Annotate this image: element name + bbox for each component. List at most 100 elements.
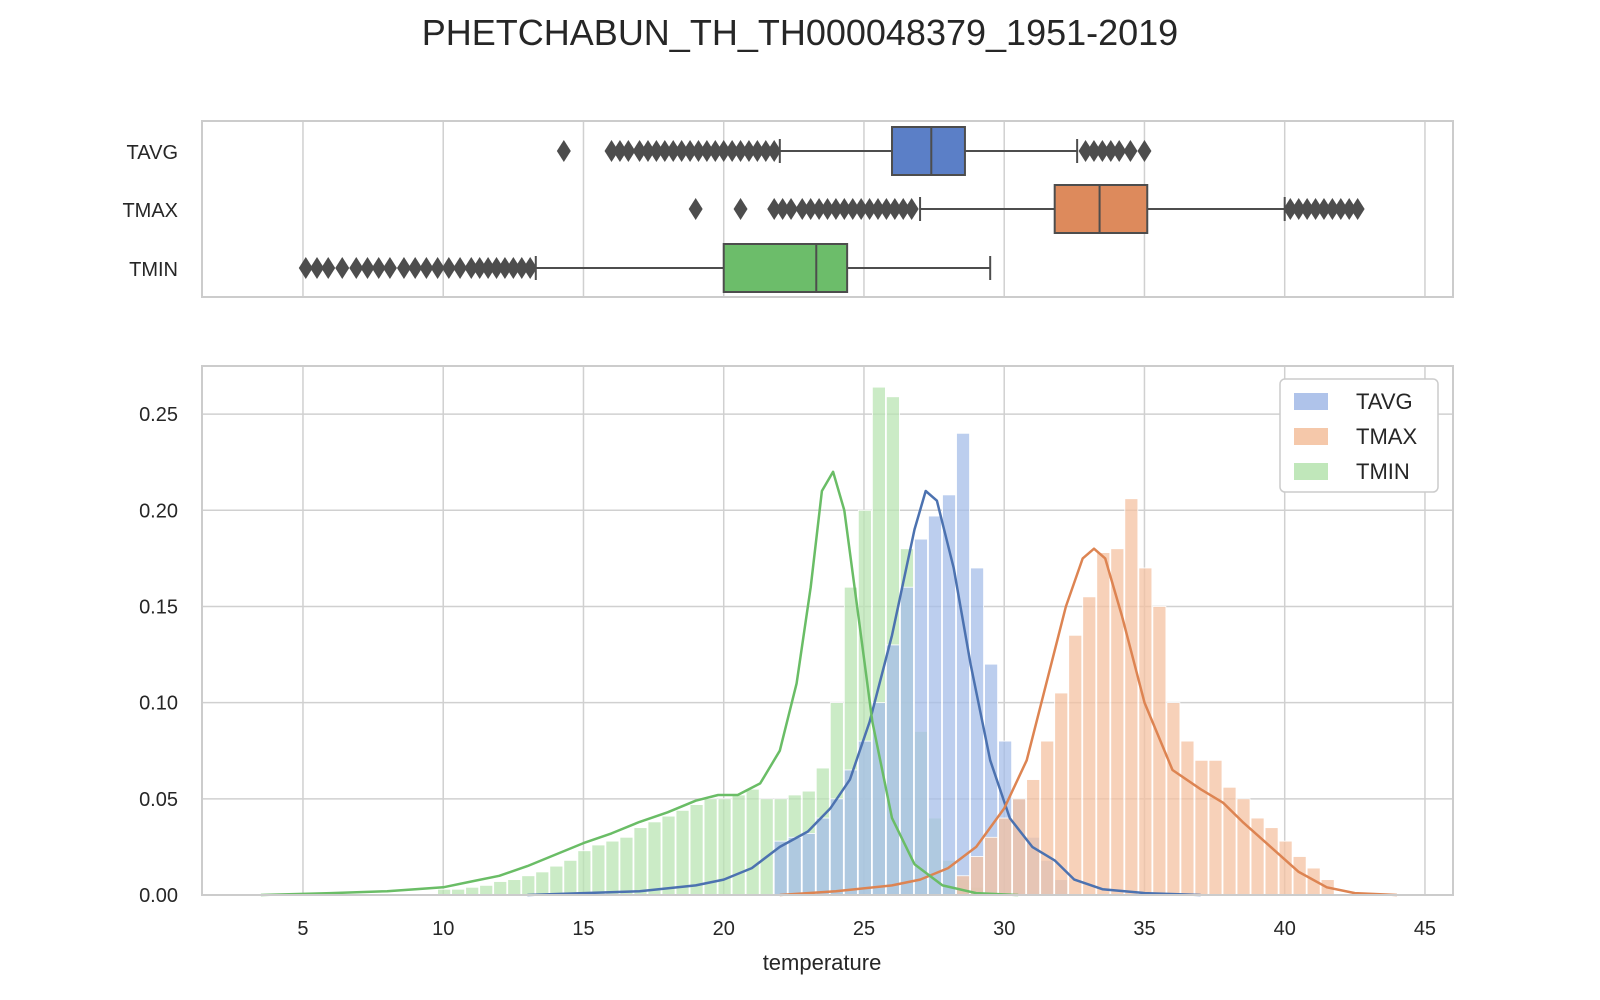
boxplot-frame	[201, 120, 1454, 298]
histogram-bar-tavg	[829, 798, 844, 896]
outlier-point	[688, 198, 703, 220]
outlier-point	[683, 140, 698, 162]
outlier-point	[335, 257, 350, 279]
outlier-point	[604, 140, 619, 162]
y-tick-label: 0.15	[139, 596, 178, 618]
outlier-point	[657, 140, 672, 162]
outlier-point	[716, 140, 731, 162]
histogram-bar-tavg	[956, 432, 970, 896]
outlier-point	[556, 140, 571, 162]
boxplot-category-label: TAVG	[127, 142, 178, 164]
outlier-point	[1291, 198, 1306, 220]
outlier-point	[360, 257, 375, 279]
histogram-bar-tmax	[1264, 827, 1279, 896]
chart-title: PHETCHABUN_TH_TH000048379_1951-2019	[421, 12, 1179, 53]
histogram-bar-tmax	[1026, 779, 1041, 896]
outlier-point	[640, 140, 655, 162]
outlier-point	[862, 198, 877, 220]
histogram-bar-tmin	[759, 798, 774, 896]
outlier-point	[1103, 140, 1118, 162]
x-tick-label: 35	[1133, 918, 1155, 940]
x-axis-label: temperature	[763, 950, 882, 975]
histogram-bar-tmax	[1012, 798, 1027, 896]
outlier-point	[887, 198, 902, 220]
y-tick-label: 0.25	[139, 404, 178, 426]
histogram-bar-tmax	[1180, 740, 1195, 896]
outlier-point	[733, 140, 748, 162]
histogram-bar-tavg	[801, 833, 816, 896]
histogram-bar-tmax	[1124, 498, 1139, 896]
outlier-point	[828, 198, 843, 220]
outlier-point	[430, 257, 445, 279]
outlier-point	[708, 140, 723, 162]
outlier-point	[396, 257, 411, 279]
boxplot-category-label: TMIN	[129, 259, 178, 281]
outlier-point	[1086, 140, 1101, 162]
outlier-point	[803, 198, 818, 220]
y-tick-label: 0.05	[139, 789, 178, 811]
outlier-point	[904, 198, 919, 220]
outlier-point	[453, 257, 468, 279]
outlier-point	[310, 257, 325, 279]
outlier-point	[784, 198, 799, 220]
outlier-point	[1123, 140, 1138, 162]
histogram-bar-tmin	[689, 804, 704, 896]
histogram-bar-tmin	[493, 881, 508, 896]
kde-line-tavg	[527, 489, 1201, 897]
outlier-point	[349, 257, 364, 279]
outlier-point	[1333, 198, 1348, 220]
y-tick-label: 0.20	[139, 500, 178, 522]
outlier-point	[795, 198, 810, 220]
histogram-frame	[201, 365, 1454, 896]
histogram-bar-tavg	[843, 769, 858, 896]
outlier-point	[1137, 140, 1152, 162]
outlier-point	[441, 257, 456, 279]
outlier-point	[767, 198, 782, 220]
histogram-bar-tmin	[465, 886, 480, 896]
histogram-bar-tmin	[577, 850, 592, 896]
x-tick-label: 25	[853, 918, 875, 940]
outlier-point	[870, 198, 885, 220]
outlier-point	[741, 140, 756, 162]
outlier-point	[1350, 198, 1365, 220]
outlier-point	[1308, 198, 1323, 220]
histogram-bar-tmin	[521, 875, 536, 896]
histogram-bar-tmax	[1278, 840, 1293, 896]
histogram-bar-tmin	[605, 840, 620, 896]
histogram-bar-tavg	[886, 644, 900, 896]
histogram-bar-tmax	[998, 817, 1013, 896]
outlier-point	[691, 140, 706, 162]
outlier-point	[845, 198, 860, 220]
outlier-point	[1095, 140, 1110, 162]
histogram-bar-tmax	[1082, 596, 1097, 896]
outlier-point	[1342, 198, 1357, 220]
x-tick-label: 45	[1414, 918, 1436, 940]
histogram-bar-tmax	[1166, 702, 1181, 896]
outlier-point	[489, 257, 504, 279]
legend-label: TMAX	[1356, 424, 1417, 449]
histogram-bar-tmin	[619, 836, 634, 896]
outlier-point	[632, 140, 647, 162]
outlier-point	[725, 140, 740, 162]
histogram-bar-tavg	[857, 740, 872, 896]
histogram-bar-tmin	[647, 821, 662, 896]
histogram-bar-tmin	[745, 788, 760, 896]
outlier-point	[464, 257, 479, 279]
histogram-bar-tavg	[942, 494, 956, 896]
kde-line-tmin	[260, 470, 1019, 897]
outlier-point	[523, 257, 538, 279]
outlier-point	[879, 198, 894, 220]
outlier-point	[812, 198, 827, 220]
outlier-point	[1300, 198, 1315, 220]
histogram-bar-tavg	[787, 836, 802, 896]
legend-swatch-tavg	[1294, 393, 1328, 410]
outlier-point	[837, 198, 852, 220]
histogram-bar-tmin	[549, 865, 564, 896]
histogram-bar-tmax	[1040, 740, 1055, 896]
x-tick-label: 30	[993, 918, 1015, 940]
legend-swatch-tmax	[1294, 428, 1328, 445]
outlier-point	[699, 140, 714, 162]
x-tick-label: 10	[432, 918, 454, 940]
outlier-point	[896, 198, 911, 220]
kde-line-tmax	[779, 547, 1397, 897]
